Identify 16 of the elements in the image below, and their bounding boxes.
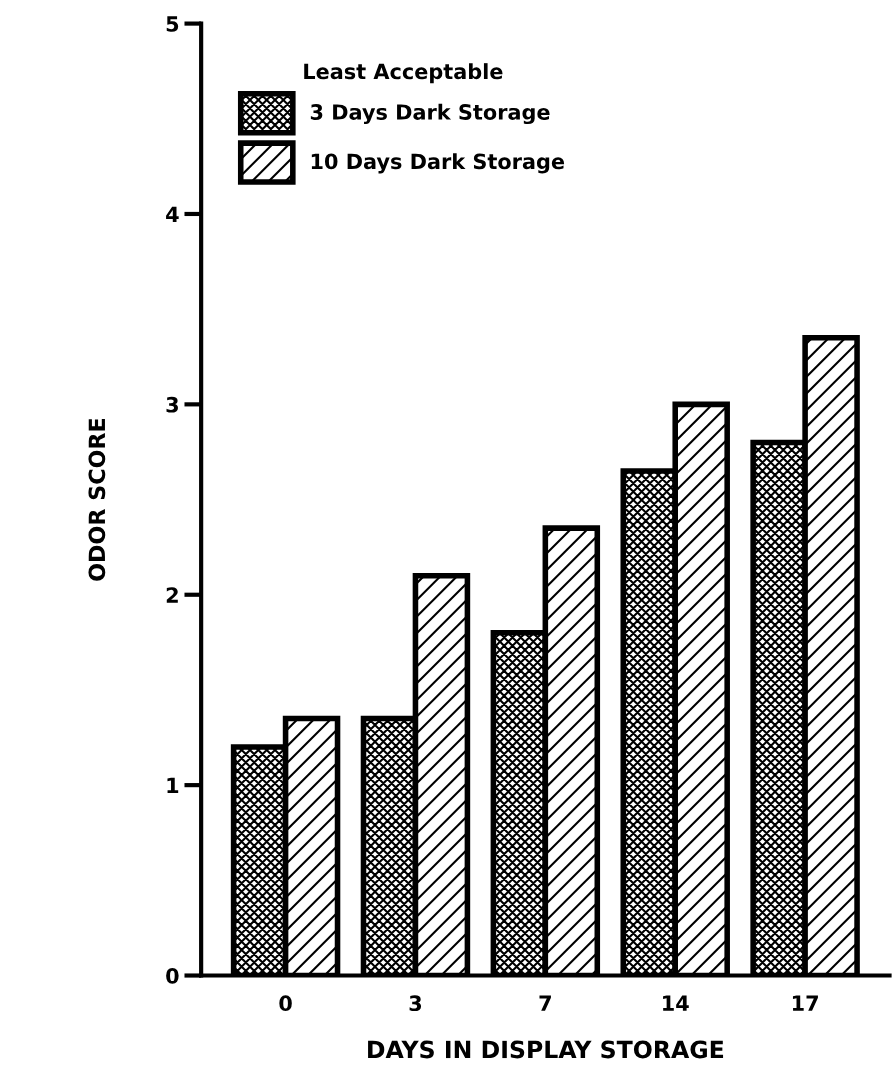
x-tick-label: 0	[279, 995, 292, 1012]
y-tick-label: 1	[167, 777, 179, 794]
legend-title: Least Acceptable	[304, 63, 503, 84]
x-axis-title: DAYS IN DISPLAY STORAGE	[368, 1040, 724, 1059]
y-tick-label: 0	[166, 967, 179, 984]
y-tick-label: 3	[166, 396, 178, 413]
legend-label: 3 Days Dark Storage	[310, 103, 550, 125]
y-tick-label: 5	[166, 16, 179, 32]
x-tick-label: 3	[409, 995, 422, 1012]
y-axis-title: ODOR SCORE	[88, 418, 106, 581]
y-tick-label: 2	[166, 587, 178, 603]
x-tick-label: 7	[539, 995, 551, 1011]
x-tick-label: 17	[792, 995, 818, 1011]
legend-label: 10 Days Dark Storage	[311, 153, 565, 174]
x-tick-label: 14	[663, 995, 689, 1011]
y-tick-label: 4	[166, 206, 179, 222]
